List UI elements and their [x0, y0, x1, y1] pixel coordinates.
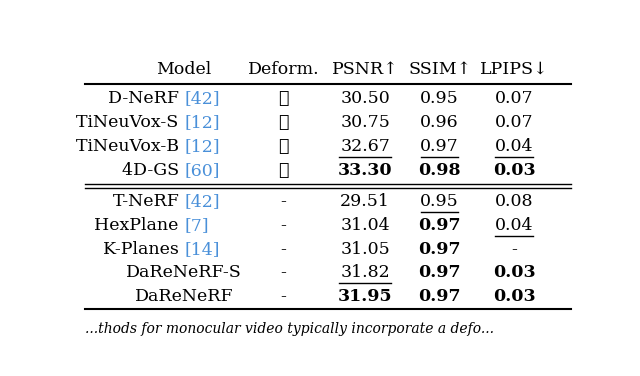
Text: 31.05: 31.05 [340, 241, 390, 258]
Text: [42]: [42] [184, 91, 220, 108]
Text: 0.97: 0.97 [419, 241, 461, 258]
Text: 31.04: 31.04 [340, 217, 390, 234]
Text: 31.82: 31.82 [340, 264, 390, 282]
Text: HexPlane: HexPlane [94, 217, 184, 234]
Text: 0.07: 0.07 [495, 114, 533, 131]
Text: DaReNeRF-S: DaReNeRF-S [126, 264, 242, 282]
Text: Model: Model [157, 61, 212, 77]
Text: K-Planes: K-Planes [103, 241, 184, 258]
Text: ✓: ✓ [278, 114, 289, 131]
Text: ✓: ✓ [278, 162, 289, 179]
Text: [14]: [14] [184, 241, 220, 258]
Text: 0.98: 0.98 [419, 162, 461, 179]
Text: 0.04: 0.04 [495, 138, 533, 155]
Text: 0.97: 0.97 [419, 264, 461, 282]
Text: T-NeRF: T-NeRF [113, 193, 184, 210]
Text: -: - [280, 288, 286, 305]
Text: -: - [280, 264, 286, 282]
Text: 0.08: 0.08 [495, 193, 533, 210]
Text: SSIM↑: SSIM↑ [408, 61, 471, 77]
Text: [7]: [7] [184, 217, 209, 234]
Text: 0.97: 0.97 [419, 217, 461, 234]
Text: -: - [511, 241, 517, 258]
Text: TiNeuVox-B: TiNeuVox-B [76, 138, 184, 155]
Text: -: - [280, 241, 286, 258]
Text: ✓: ✓ [278, 91, 289, 108]
Text: [42]: [42] [184, 193, 220, 210]
Text: 0.96: 0.96 [420, 114, 459, 131]
Text: 0.03: 0.03 [493, 288, 535, 305]
Text: 31.95: 31.95 [338, 288, 392, 305]
Text: 0.95: 0.95 [420, 193, 459, 210]
Text: 32.67: 32.67 [340, 138, 390, 155]
Text: 0.95: 0.95 [420, 91, 459, 108]
Text: 30.50: 30.50 [340, 91, 390, 108]
Text: [60]: [60] [184, 162, 220, 179]
Text: 0.03: 0.03 [493, 162, 535, 179]
Text: 29.51: 29.51 [340, 193, 390, 210]
Text: TiNeuVox-S: TiNeuVox-S [76, 114, 184, 131]
Text: 4D-GS: 4D-GS [122, 162, 184, 179]
Text: D-NeRF: D-NeRF [108, 91, 184, 108]
Text: 33.30: 33.30 [338, 162, 392, 179]
Text: [12]: [12] [184, 138, 220, 155]
Text: DaReNeRF: DaReNeRF [135, 288, 234, 305]
Text: 0.97: 0.97 [419, 288, 461, 305]
Text: Deform.: Deform. [248, 61, 319, 77]
Text: 0.07: 0.07 [495, 91, 533, 108]
Text: PSNR↑: PSNR↑ [332, 61, 399, 77]
Text: LPIPS↓: LPIPS↓ [480, 61, 548, 77]
Text: -: - [280, 193, 286, 210]
Text: 0.97: 0.97 [420, 138, 459, 155]
Text: [12]: [12] [184, 114, 220, 131]
Text: 0.04: 0.04 [495, 217, 533, 234]
Text: ...thods for monocular video typically incorporate a defo...: ...thods for monocular video typically i… [85, 322, 494, 336]
Text: -: - [280, 217, 286, 234]
Text: ✓: ✓ [278, 138, 289, 155]
Text: 30.75: 30.75 [340, 114, 390, 131]
Text: 0.03: 0.03 [493, 264, 535, 282]
